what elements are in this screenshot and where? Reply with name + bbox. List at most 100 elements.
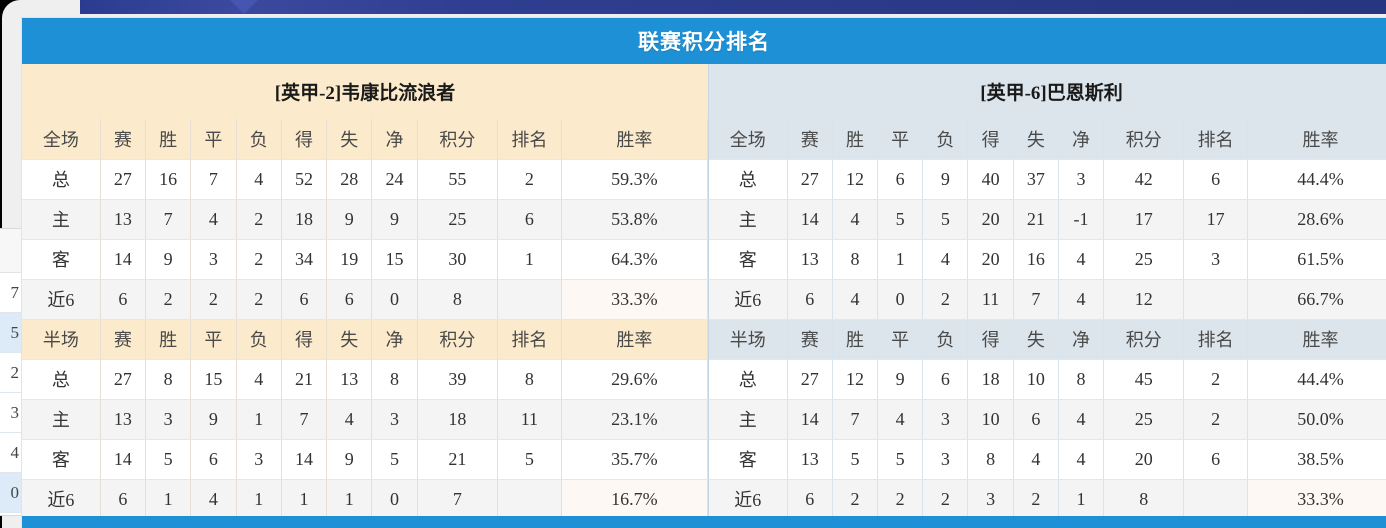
cell-points: 20 [1103,439,1185,480]
cell-points: 30 [417,239,498,280]
cell-gd: 8 [1058,359,1105,400]
cell-rank: 2 [1183,359,1249,400]
col-loss: 负 [922,319,969,360]
cell-rank: 6 [1183,439,1249,480]
col-ga: 失 [326,119,373,160]
cell-loss: 1 [236,479,282,520]
col-win: 胜 [145,319,192,360]
cell-winrate: 28.6% [1247,199,1386,240]
col-draw: 平 [190,119,237,160]
col-ga: 失 [1013,319,1059,360]
cell-played: 14 [787,199,833,240]
cell-gd: 4 [1058,439,1105,480]
cell-win: 12 [832,159,879,200]
sliver-value: 4 [0,433,21,473]
teams-container: [英甲-2]韦康比流浪者 全场 赛 胜 平 负 得 失 净 积分 排名 胜 [22,64,1386,520]
cell-rank: 17 [1183,199,1249,240]
cell-gf: 11 [967,279,1014,320]
cell-draw: 0 [877,279,924,320]
table-row[interactable]: 总 27 12 9 6 18 10 8 45 2 44.4% [709,359,1386,400]
cell-ga: 2 [1013,479,1059,520]
table-row[interactable]: 近6 6 2 2 2 6 6 0 8 33.3% [22,279,709,320]
cell-draw: 4 [877,399,924,440]
cell-gf: 6 [281,279,328,320]
cell-ga: 9 [326,439,373,480]
cell-ga: 21 [1013,199,1059,240]
cell-points: 25 [1103,239,1185,280]
table-header-row: 半场 赛 胜 平 负 得 失 净 积分 排名 胜率 [22,319,709,360]
cell-winrate: 23.1% [561,399,709,440]
table-row[interactable]: 主 13 7 4 2 18 9 9 25 6 53.8% [22,199,709,240]
standings-panel: 联赛积分排名 [英甲-2]韦康比流浪者 全场 赛 胜 平 负 得 失 净 [22,18,1386,528]
table-row[interactable]: 主 14 7 4 3 10 6 4 25 2 50.0% [709,399,1386,440]
col-gd: 净 [371,319,418,360]
table-row[interactable]: 主 14 4 5 5 20 21 -1 17 17 28.6% [709,199,1386,240]
cell-win: 2 [832,479,879,520]
cell-loss: 1 [236,399,282,440]
cell-played: 14 [100,239,147,280]
table-row[interactable]: 客 13 8 1 4 20 16 4 25 3 61.5% [709,239,1386,280]
cell-gd: 5 [371,439,418,480]
row-label: 近6 [709,479,788,520]
row-label: 总 [22,159,101,200]
table-row[interactable]: 近6 6 4 0 2 11 7 4 12 66.7% [709,279,1386,320]
table-row[interactable]: 主 13 3 9 1 7 4 3 18 11 23.1% [22,399,709,440]
cell-winrate: 35.7% [561,439,709,480]
cell-draw: 1 [877,239,924,280]
team-column-left: [英甲-2]韦康比流浪者 全场 赛 胜 平 负 得 失 净 积分 排名 胜 [22,64,709,520]
cell-ga: 4 [1013,439,1059,480]
cell-played: 13 [787,439,833,480]
cell-played: 27 [787,359,833,400]
cell-gf: 7 [281,399,328,440]
cell-loss: 6 [922,359,969,400]
page-title: 联赛积分排名 [22,18,1386,64]
cell-gd: 1 [1058,479,1105,520]
cell-ga: 6 [326,279,373,320]
col-rank: 排名 [497,319,562,360]
cell-ga: 7 [1013,279,1059,320]
cell-win: 12 [832,359,879,400]
table-row[interactable]: 近6 6 2 2 2 3 2 1 8 33.3% [709,479,1386,520]
cell-played: 14 [100,439,147,480]
table-row[interactable]: 客 14 9 3 2 34 19 15 30 1 64.3% [22,239,709,280]
table-row[interactable]: 客 13 5 5 3 8 4 4 20 6 38.5% [709,439,1386,480]
table-row[interactable]: 客 14 5 6 3 14 9 5 21 5 35.7% [22,439,709,480]
cell-rank [1183,479,1249,520]
cell-gf: 21 [281,359,328,400]
cell-win: 9 [145,239,192,280]
row-label: 客 [709,239,788,280]
table-row[interactable]: 总 27 16 7 4 52 28 24 55 2 59.3% [22,159,709,200]
cell-winrate: 29.6% [561,359,709,400]
cell-points: 18 [417,399,498,440]
col-win: 胜 [832,119,879,160]
col-played: 赛 [787,319,833,360]
cell-rank: 1 [497,239,562,280]
cell-points: 55 [417,159,498,200]
table-row[interactable]: 近6 6 1 4 1 1 1 0 7 16.7% [22,479,709,520]
cell-gd: 4 [1058,399,1105,440]
cell-loss: 2 [236,239,282,280]
team-name-left: [英甲-2]韦康比流浪者 [22,64,708,119]
cell-gf: 8 [967,439,1014,480]
cell-loss: 3 [236,439,282,480]
cell-points: 21 [417,439,498,480]
cell-draw: 5 [877,199,924,240]
cell-rank: 6 [497,199,562,240]
cell-gd: 4 [1058,279,1105,320]
cell-win: 7 [832,399,879,440]
cell-win: 4 [832,199,879,240]
col-played: 赛 [787,119,833,160]
table-row[interactable]: 总 27 8 15 4 21 13 8 39 8 29.6% [22,359,709,400]
cell-winrate: 33.3% [1247,479,1386,520]
cell-rank: 2 [497,159,562,200]
cell-played: 6 [787,279,833,320]
cell-win: 7 [145,199,192,240]
col-loss: 负 [236,119,282,160]
cell-played: 14 [787,399,833,440]
col-winrate: 胜率 [1247,119,1386,160]
table-row[interactable]: 总 27 12 6 9 40 37 3 42 6 44.4% [709,159,1386,200]
cell-points: 42 [1103,159,1185,200]
cell-gf: 20 [967,239,1014,280]
row-label: 主 [22,199,101,240]
col-winrate: 胜率 [561,319,709,360]
